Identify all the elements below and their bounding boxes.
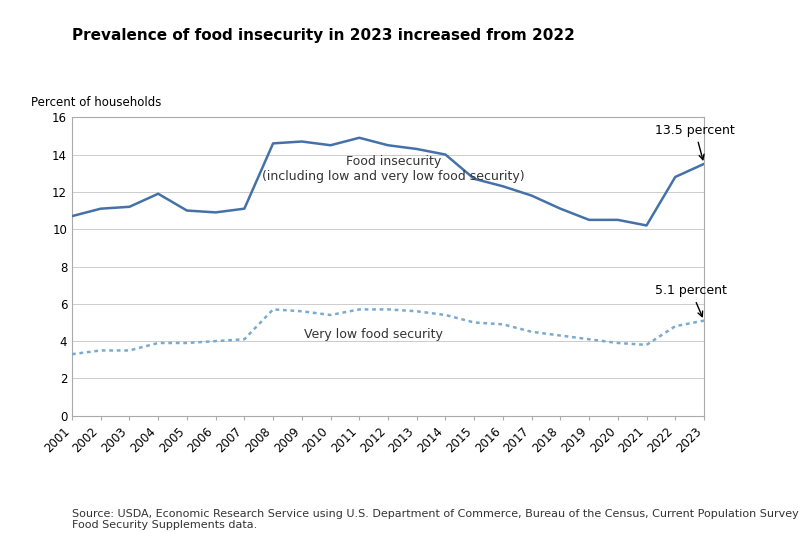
Text: Prevalence of food insecurity in 2023 increased from 2022: Prevalence of food insecurity in 2023 in…	[72, 28, 575, 43]
Text: 5.1 percent: 5.1 percent	[655, 284, 727, 317]
Text: Percent of households: Percent of households	[31, 96, 162, 109]
Text: Very low food security: Very low food security	[304, 328, 443, 341]
Text: Source: USDA, Economic Research Service using U.S. Department of Commerce, Burea: Source: USDA, Economic Research Service …	[72, 508, 798, 530]
Text: 13.5 percent: 13.5 percent	[655, 124, 735, 160]
Text: Food insecurity
(including low and very low food security): Food insecurity (including low and very …	[262, 156, 525, 183]
